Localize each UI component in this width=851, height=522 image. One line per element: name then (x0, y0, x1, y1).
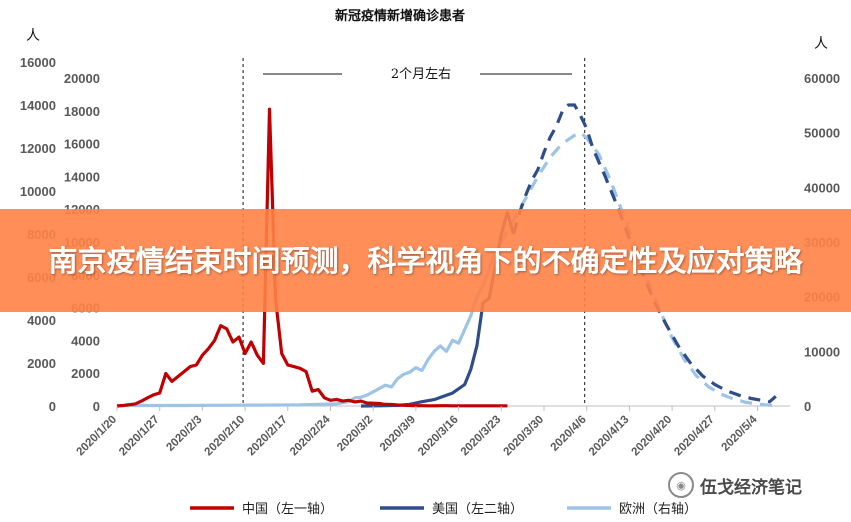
left-outer-tick-label: 12000 (20, 141, 56, 156)
x-tick-label: 2020/3/23 (459, 414, 504, 459)
x-tick-label: 2020/4/6 (549, 414, 589, 454)
legend-label: 中国（左一轴） (242, 502, 333, 517)
x-tick-label: 2020/1/27 (117, 414, 162, 459)
x-tick-label: 2020/2/10 (203, 414, 248, 459)
left-outer-tick-label: 16000 (20, 55, 56, 70)
chart-title: 新冠疫情新增确诊患者 (335, 8, 465, 24)
left-axis-unit: 人 (26, 28, 40, 44)
left-inner-tick-label: 16000 (64, 137, 100, 152)
x-tick-label: 2020/3/9 (378, 414, 418, 454)
x-tick-label: 2020/3/2 (335, 414, 375, 454)
x-tick-label: 2020/4/20 (630, 414, 675, 459)
annotation: 2个月左右 (263, 67, 572, 82)
series-line (116, 107, 508, 408)
legend-label: 美国（左二轴） (432, 502, 523, 517)
left-outer-tick-label: 2000 (27, 356, 56, 371)
x-tick-label: 2020/2/24 (288, 413, 333, 458)
legend-label: 欧洲（右轴） (619, 502, 697, 517)
right-axis-unit: 人 (814, 36, 828, 52)
annotation-label: 2个月左右 (391, 67, 451, 82)
left-outer-tick-label: 14000 (20, 98, 56, 113)
right-tick-label: 0 (804, 399, 811, 414)
x-tick-label: 2020/3/16 (416, 414, 461, 459)
right-tick-label: 60000 (804, 71, 840, 86)
left-inner-tick-label: 0 (93, 399, 100, 414)
x-tick-label: 2020/1/20 (74, 414, 119, 459)
x-tick-label: 2020/4/13 (587, 414, 632, 459)
right-tick-label: 10000 (804, 344, 840, 359)
left-inner-tick-label: 14000 (64, 169, 100, 184)
watermark: ◉ 伍戈经济笔记 (668, 472, 802, 498)
right-tick-label: 40000 (804, 180, 840, 195)
left-inner-tick-label: 18000 (64, 104, 100, 119)
series-line-forecast (511, 103, 777, 404)
left-outer-tick-label: 4000 (27, 313, 56, 328)
x-tick-label: 2020/5/4 (719, 413, 760, 454)
left-outer-tick-label: 0 (49, 399, 56, 414)
x-tick-label: 2020/2/17 (245, 414, 290, 459)
left-inner-tick-label: 4000 (71, 333, 100, 348)
x-tick-label: 2020/2/3 (164, 414, 204, 454)
left-inner-tick-label: 20000 (64, 71, 100, 86)
right-tick-label: 50000 (804, 126, 840, 141)
left-outer-tick-label: 10000 (20, 184, 56, 199)
legend: 中国（左一轴） 美国（左二轴） 欧洲（右轴） (190, 502, 697, 517)
x-tick-label: 2020/3/30 (501, 414, 546, 459)
watermark-text: 伍戈经济笔记 (700, 477, 802, 498)
banner: 南京疫情结束时间预测，科学视角下的不确定性及应对策略 (0, 209, 851, 312)
x-tick-label: 2020/4/27 (672, 414, 717, 459)
left-inner-tick-label: 2000 (71, 366, 100, 381)
banner-title: 南京疫情结束时间预测，科学视角下的不确定性及应对策略 (48, 243, 803, 278)
wechat-icon: ◉ (668, 472, 694, 498)
